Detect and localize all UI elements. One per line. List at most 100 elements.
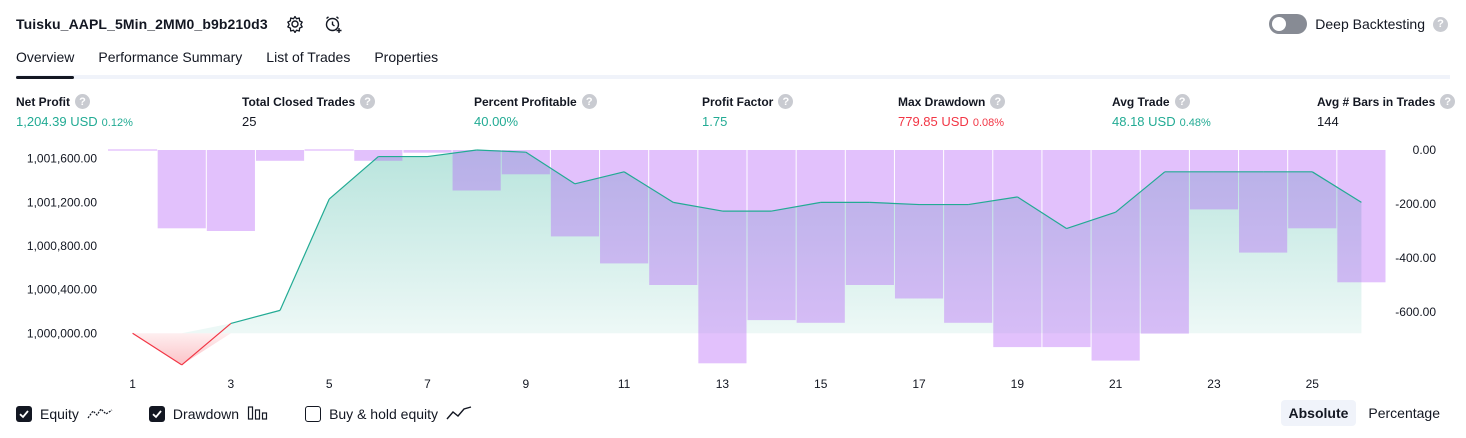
equity-line-segment bbox=[230, 309, 281, 325]
legend-buy-hold-equity[interactable]: Buy & hold equity bbox=[305, 405, 472, 424]
legend-label: Drawdown bbox=[172, 406, 240, 422]
drawdown-bar bbox=[944, 150, 993, 323]
tab-overview[interactable]: Overview bbox=[16, 44, 75, 79]
equity-line-icon bbox=[87, 405, 113, 424]
metric-value: 25 bbox=[242, 114, 257, 129]
metric-avg-bars-in-trades: Avg # Bars in Trades? 144 bbox=[1317, 94, 1456, 129]
drawdown-bar bbox=[1140, 150, 1189, 334]
drawdown-bar bbox=[993, 150, 1042, 348]
equity-line-segment bbox=[476, 149, 526, 153]
equity-drawdown-chart[interactable]: 1,001,600.00 1,001,200.00 1,000,800.00 1,00… bbox=[0, 138, 1466, 396]
metric-label: Profit Factor bbox=[702, 94, 774, 109]
tab-list-of-trades[interactable]: List of Trades bbox=[266, 49, 351, 65]
metric-percent: 0.48% bbox=[1179, 117, 1211, 129]
info-icon[interactable]: ? bbox=[581, 94, 597, 109]
x-tick-label: 7 bbox=[424, 377, 431, 391]
deep-backtesting-toggle[interactable] bbox=[1269, 14, 1308, 34]
equity-checkbox[interactable] bbox=[16, 406, 32, 422]
metric-label: Max Drawdown bbox=[898, 94, 986, 109]
equity-line-segment bbox=[968, 196, 1018, 206]
metric-avg-trade: Avg Trade? 48.18 USD 0.48% bbox=[1112, 94, 1211, 129]
x-tick-label: 11 bbox=[618, 377, 631, 391]
header-bar: Tuisku_AAPL_5Min_2MM0_b9b210d3 bbox=[16, 12, 344, 36]
equity-line-segment bbox=[1017, 196, 1067, 230]
equity-line-segment bbox=[328, 156, 379, 200]
drawdown-bar bbox=[1091, 150, 1140, 361]
legend-label: Equity bbox=[40, 406, 79, 422]
metric-label: Net Profit bbox=[16, 94, 70, 109]
metric-label: Total Closed Trades bbox=[242, 94, 356, 109]
info-icon[interactable]: ? bbox=[778, 94, 794, 109]
info-icon[interactable]: ? bbox=[360, 94, 376, 109]
x-tick-label: 25 bbox=[1306, 377, 1320, 391]
metrics-row: Net Profit? 1,204.39 USD 0.12% Total Clos… bbox=[0, 94, 1466, 134]
equity-line-segment bbox=[427, 149, 477, 158]
drawdown-bar bbox=[501, 150, 550, 175]
drawdown-bar bbox=[1042, 150, 1091, 348]
drawdown-bar bbox=[796, 150, 845, 323]
help-icon[interactable]: ? bbox=[1433, 16, 1448, 32]
y-left-tick-label: 1,000,800.00 bbox=[27, 239, 97, 253]
y-left-tick-label: 1,001,200.00 bbox=[27, 195, 97, 209]
equity-line-segment bbox=[574, 171, 625, 185]
absolute-button[interactable]: Absolute bbox=[1280, 400, 1357, 426]
equity-area-positive bbox=[132, 150, 1362, 334]
percentage-button[interactable]: Percentage bbox=[1368, 405, 1440, 421]
metric-value: 1.75 bbox=[702, 114, 728, 129]
drawdown-bar bbox=[845, 150, 894, 285]
legend-label: Buy & hold equity bbox=[329, 406, 439, 422]
equity-line-segment bbox=[623, 171, 674, 203]
tab-bar: Overview Performance Summary List of Tra… bbox=[16, 44, 1450, 79]
metric-percent: 0.12% bbox=[101, 117, 133, 129]
legend-equity[interactable]: Equity bbox=[16, 405, 113, 424]
metric-net-profit: Net Profit? 1,204.39 USD 0.12% bbox=[16, 94, 133, 129]
y-right-tick-label: -200.00 bbox=[1395, 197, 1436, 211]
alert-clock-icon[interactable] bbox=[322, 13, 344, 35]
drawdown-bar bbox=[157, 150, 206, 229]
x-tick-label: 13 bbox=[716, 377, 730, 391]
y-right-tick-label: -400.00 bbox=[1395, 251, 1436, 265]
x-tick-label: 3 bbox=[228, 377, 235, 391]
info-icon[interactable]: ? bbox=[990, 94, 1006, 109]
metric-profit-factor: Profit Factor? 1.75 bbox=[702, 94, 794, 129]
drawdown-checkbox[interactable] bbox=[148, 406, 165, 422]
equity-line-segment bbox=[181, 322, 232, 366]
drawdown-bar bbox=[1239, 150, 1288, 253]
x-tick-label: 17 bbox=[912, 377, 926, 391]
equity-line-segment bbox=[1115, 171, 1166, 213]
equity-area-negative bbox=[132, 333, 1362, 365]
info-icon[interactable]: ? bbox=[1440, 94, 1456, 109]
info-icon[interactable]: ? bbox=[1174, 94, 1190, 109]
metric-percent: 0.08% bbox=[972, 117, 1005, 129]
x-tick-label: 19 bbox=[1011, 377, 1025, 391]
drawdown-bar bbox=[649, 150, 698, 285]
metric-value: 779.85 USD bbox=[898, 114, 969, 129]
gear-icon[interactable] bbox=[284, 13, 306, 35]
drawdown-bar bbox=[206, 150, 255, 231]
tab-performance-summary[interactable]: Performance Summary bbox=[98, 49, 243, 65]
legend-drawdown[interactable]: Drawdown bbox=[148, 405, 269, 424]
chart-legend: Equity Drawdown Buy & hold equity bbox=[16, 402, 508, 426]
x-tick-label: 21 bbox=[1109, 377, 1123, 391]
x-tick-label: 1 bbox=[129, 377, 136, 391]
equity-line-segment bbox=[673, 201, 723, 212]
info-icon[interactable]: ? bbox=[75, 94, 90, 109]
buy-hold-checkbox[interactable] bbox=[305, 406, 322, 422]
x-tick-label: 9 bbox=[522, 377, 529, 391]
equity-line-segment bbox=[1066, 211, 1116, 230]
y-right-tick-label: -600.00 bbox=[1395, 305, 1436, 319]
drawdown-bar bbox=[354, 150, 403, 161]
strategy-title: Tuisku_AAPL_5Min_2MM0_b9b210d3 bbox=[16, 16, 268, 32]
equity-line-segment bbox=[1311, 171, 1362, 203]
deep-backtesting-label: Deep Backtesting bbox=[1315, 16, 1425, 32]
metric-value: 40.00% bbox=[474, 114, 519, 129]
drawdown-bar bbox=[1189, 150, 1239, 210]
metric-label: Percent Profitable bbox=[474, 94, 577, 109]
y-left-tick-label: 1,000,000.00 bbox=[27, 326, 97, 340]
y-left-tick-label: 1,001,600.00 bbox=[27, 152, 97, 166]
tab-properties[interactable]: Properties bbox=[374, 49, 439, 65]
display-mode-switch: Absolute Percentage bbox=[1280, 400, 1449, 426]
drawdown-bar bbox=[698, 150, 747, 364]
metric-label: Avg Trade bbox=[1112, 94, 1170, 109]
metric-total-closed-trades: Total Closed Trades? 25 bbox=[242, 94, 376, 129]
